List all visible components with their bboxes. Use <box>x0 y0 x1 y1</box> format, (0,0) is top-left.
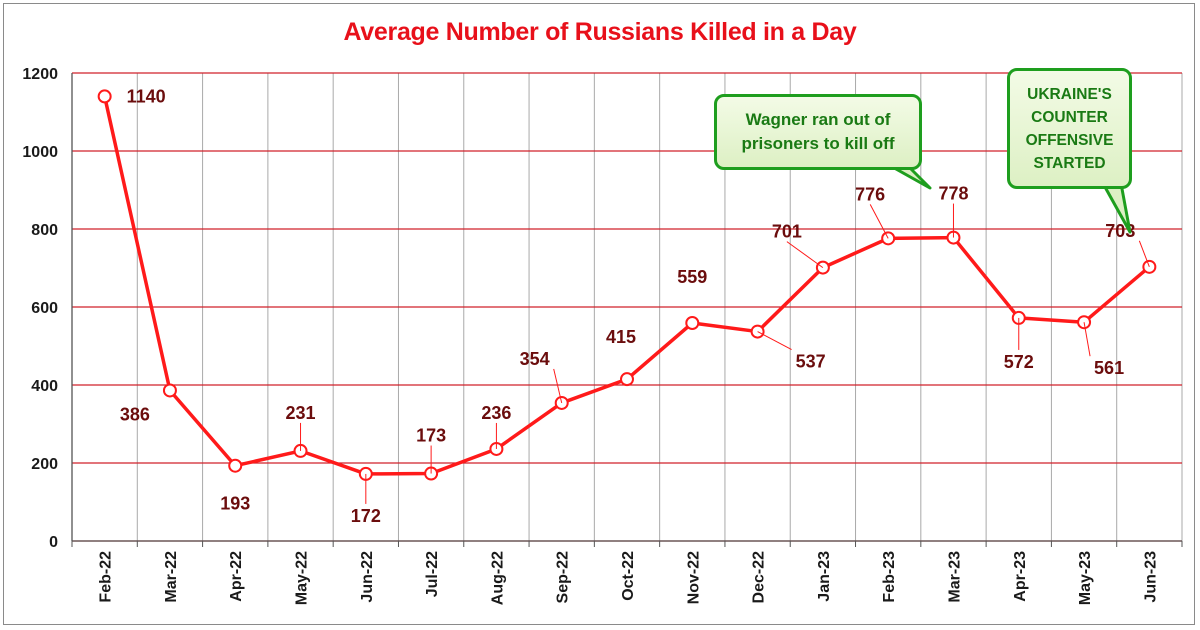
x-tick-label: Feb-23 <box>881 551 898 603</box>
wagner-annotation-text: Wagner ran out of prisoners to kill off <box>741 110 895 153</box>
counter-offensive-annotation-text: UKRAINE'S COUNTER OFFENSIVE STARTED <box>1025 85 1114 172</box>
data-label: 559 <box>677 267 707 287</box>
x-tick-label: Feb-22 <box>98 551 115 603</box>
data-label: 701 <box>772 222 802 242</box>
data-label: 415 <box>606 327 636 347</box>
data-label-leader <box>1083 322 1091 357</box>
x-tick-label: Nov-22 <box>685 551 702 604</box>
data-label-leader <box>1138 240 1150 268</box>
counter-offensive-annotation: UKRAINE'S COUNTER OFFENSIVE STARTED <box>1007 68 1132 189</box>
x-tick-label: Jul-22 <box>424 551 441 597</box>
data-label: 1140 <box>127 86 166 106</box>
data-label: 778 <box>938 184 968 204</box>
x-tick-label: May-22 <box>294 551 311 605</box>
data-label: 236 <box>481 403 511 423</box>
x-tick-label: Apr-22 <box>228 551 245 602</box>
data-point-marker <box>162 383 177 398</box>
data-point-marker <box>228 458 243 473</box>
data-label: 172 <box>351 506 381 526</box>
data-label: 776 <box>855 184 885 204</box>
x-tick-label: Aug-22 <box>489 551 506 605</box>
data-point-marker <box>97 89 112 104</box>
data-label-leader <box>553 368 563 404</box>
x-tick-label: Jun-23 <box>1142 551 1159 603</box>
data-label: 231 <box>286 403 316 423</box>
data-label: 537 <box>796 352 826 372</box>
y-tick-label: 600 <box>31 300 58 317</box>
chart-title: Average Number of Russians Killed in a D… <box>343 18 857 46</box>
data-label: 386 <box>120 404 150 424</box>
data-label: 572 <box>1004 352 1034 372</box>
data-label-leader <box>757 331 792 351</box>
x-tick-label: Sep-22 <box>555 551 572 604</box>
x-tick-label: Oct-22 <box>620 551 637 601</box>
x-tick-label: Apr-23 <box>1012 551 1029 602</box>
data-label: 354 <box>520 349 550 369</box>
x-tick-label: Mar-23 <box>946 551 963 603</box>
y-tick-label: 1200 <box>22 66 58 83</box>
data-point-marker <box>685 315 700 330</box>
x-tick-label: May-23 <box>1077 551 1094 605</box>
y-tick-label: 800 <box>31 222 58 239</box>
data-label: 561 <box>1094 358 1124 378</box>
data-label-leader <box>869 204 889 239</box>
data-label: 193 <box>220 494 250 514</box>
y-tick-label: 200 <box>31 456 58 473</box>
data-label: 173 <box>416 426 446 446</box>
x-tick-label: Jun-22 <box>359 551 376 603</box>
x-tick-label: Jan-23 <box>816 551 833 602</box>
y-tick-label: 0 <box>49 534 58 551</box>
data-label-leader <box>786 241 824 269</box>
y-tick-label: 400 <box>31 378 58 395</box>
wagner-annotation: Wagner ran out of prisoners to kill off <box>714 94 922 170</box>
x-tick-label: Mar-22 <box>163 551 180 603</box>
y-tick-label: 1000 <box>22 144 58 161</box>
data-point-marker <box>620 372 634 387</box>
x-tick-label: Dec-22 <box>751 551 768 604</box>
